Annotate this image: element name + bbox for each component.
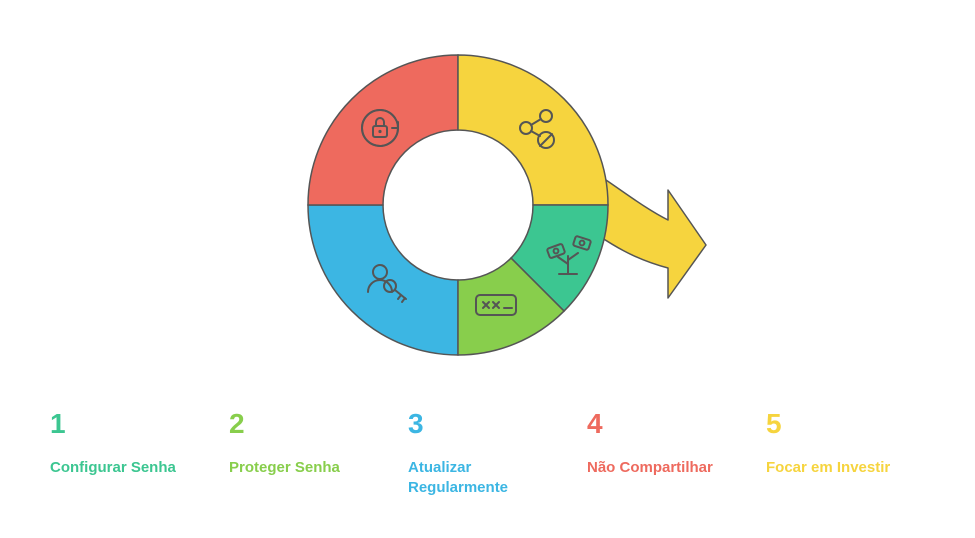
legend-number: 4 <box>587 408 746 440</box>
legend-row: 1 Configurar Senha 2 Proteger Senha 3 Atualiz… <box>0 408 975 499</box>
legend-number: 1 <box>50 408 209 440</box>
legend-label: Proteger Senha <box>229 458 369 478</box>
seg-yellow <box>458 55 608 205</box>
legend-label: Não Compartilhar <box>587 458 727 478</box>
legend-label: Focar em Investir <box>766 458 906 478</box>
seg-red <box>308 55 458 205</box>
legend-item-4: 4 Não Compartilhar <box>577 408 756 499</box>
legend-number: 5 <box>766 408 925 440</box>
legend-label: Configurar Senha <box>50 458 190 478</box>
legend-label: Atualizar Regularmente <box>408 458 548 499</box>
legend-item-5: 5 Focar em Investir <box>756 408 935 499</box>
legend-number: 2 <box>229 408 388 440</box>
legend-number: 3 <box>408 408 567 440</box>
legend-item-1: 1 Configurar Senha <box>40 408 219 499</box>
legend-item-2: 2 Proteger Senha <box>219 408 398 499</box>
legend-item-3: 3 Atualizar Regularmente <box>398 408 577 499</box>
circular-process-diagram <box>268 30 708 395</box>
